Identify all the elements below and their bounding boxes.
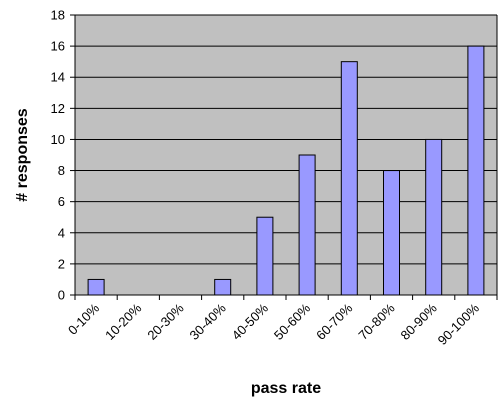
y-tick-label: 18 bbox=[51, 8, 65, 23]
x-tick-label: 60-70% bbox=[313, 300, 356, 343]
x-tick-label: 90-100% bbox=[435, 300, 483, 348]
y-axis-title: # responses bbox=[14, 108, 31, 201]
bars bbox=[87, 45, 485, 296]
bar-80-90% bbox=[425, 138, 443, 296]
y-tick-label: 10 bbox=[51, 132, 65, 147]
x-tick-label: 80-90% bbox=[398, 300, 441, 343]
x-tick-label: 40-50% bbox=[229, 300, 272, 343]
x-tick-label: 10-20% bbox=[102, 300, 145, 343]
gridlines bbox=[75, 14, 497, 265]
y-tick-label: 4 bbox=[58, 225, 65, 240]
y-tick-label: 0 bbox=[58, 288, 65, 303]
bar-60-70% bbox=[340, 61, 358, 296]
x-tick-labels: 0-10% 10-20% 20-30% 30-40% 40-50% 50-60% 60-70… bbox=[65, 295, 498, 348]
y-tick-label: 8 bbox=[58, 163, 65, 178]
y-tick-label: 6 bbox=[58, 194, 65, 209]
x-tick-label: 30-40% bbox=[187, 300, 230, 343]
bar-90-100% bbox=[467, 45, 485, 296]
y-tick-label: 2 bbox=[58, 256, 65, 271]
x-axis-title: pass rate bbox=[251, 380, 321, 397]
bar-30-40% bbox=[214, 278, 232, 296]
x-tick-label: 0-10% bbox=[65, 300, 102, 337]
y-tick-label: 12 bbox=[51, 101, 65, 116]
y-tick-labels: 0 2 4 6 8 10 12 14 16 18 bbox=[51, 8, 75, 303]
bar-40-50% bbox=[256, 216, 274, 296]
y-tick-label: 14 bbox=[51, 70, 65, 85]
y-tick-label: 16 bbox=[51, 39, 65, 54]
x-tick-label: 20-30% bbox=[144, 300, 187, 343]
x-tick-label: 70-80% bbox=[355, 300, 398, 343]
bar-70-80% bbox=[383, 170, 400, 296]
bar-0-10% bbox=[87, 278, 105, 296]
bar-50-60% bbox=[298, 154, 316, 296]
x-tick-label: 50-60% bbox=[271, 300, 314, 343]
